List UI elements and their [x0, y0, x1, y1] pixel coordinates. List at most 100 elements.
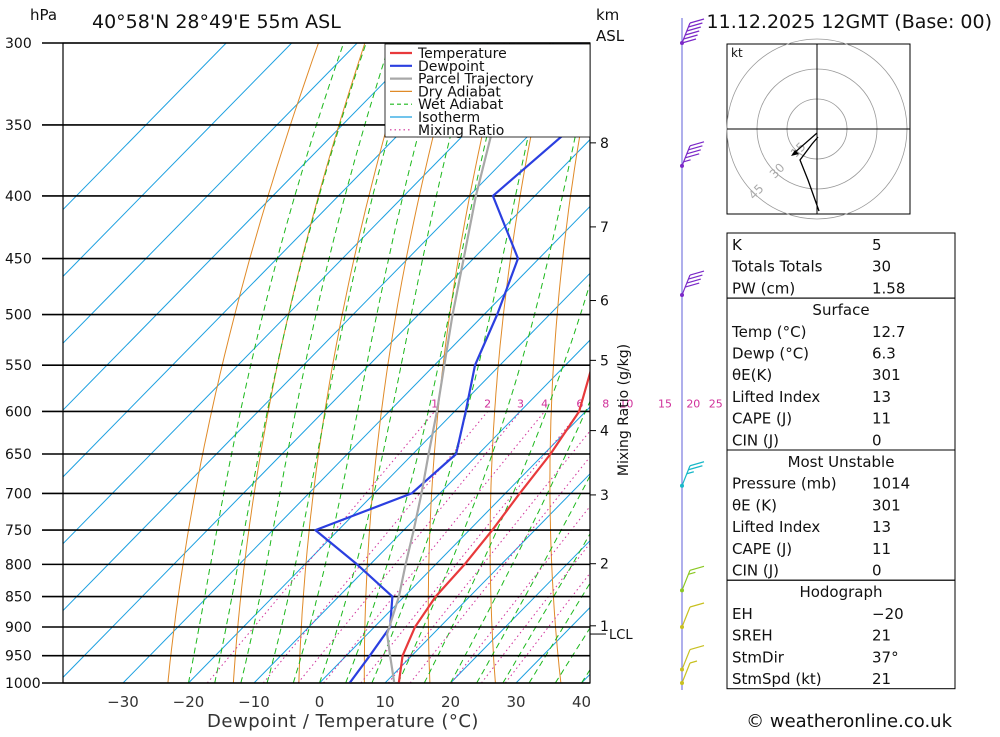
isotherm-line: [0, 43, 488, 683]
wind-barb-staff: [682, 146, 690, 166]
wind-barb-flag: [690, 142, 704, 146]
table-row-value: 1.58: [872, 279, 905, 297]
pressure-tick-label: 950: [5, 649, 32, 665]
pressure-tick-label: 500: [5, 308, 32, 324]
wet-adiabat-line: [215, 43, 366, 683]
hodograph-unit: kt: [731, 46, 743, 60]
wind-profile: [680, 18, 704, 690]
dry-adiabat-line: [490, 43, 550, 683]
table-row-label: Lifted Index: [732, 388, 820, 406]
pressure-axis: 3003504004505005506006507007508008509009…: [5, 36, 41, 692]
wind-barb-flag: [687, 150, 701, 154]
pressure-tick-label: 850: [5, 590, 32, 606]
wind-barb-flag: [682, 39, 696, 43]
unit-hpa-label: hPa: [30, 6, 57, 24]
height-tick-label: 1: [600, 619, 609, 635]
height-tick-label: 5: [600, 353, 609, 369]
table-row-label: θE (K): [732, 496, 777, 514]
table-row-value: 21: [872, 670, 891, 688]
wind-barb-flag: [690, 566, 704, 570]
wind-barb-flag: [688, 146, 702, 150]
table-row-value: 30: [872, 258, 891, 276]
location-title: 40°58'N 28°49'E 55m ASL: [92, 11, 341, 33]
table-row-label: CAPE (J): [732, 410, 792, 428]
mixing-ratio-line: [361, 412, 580, 684]
table-section-title: Surface: [812, 301, 869, 319]
table-row-value: 11: [872, 540, 891, 558]
mixing-ratio-label: 25: [709, 397, 723, 410]
height-tick-label: 6: [600, 294, 609, 310]
table-row-value: 0: [872, 431, 882, 449]
wind-barb-staff: [682, 607, 690, 627]
wind-barb-flag: [684, 35, 698, 39]
dry-adiabat-line: [969, 43, 1000, 683]
pressure-tick-label: 700: [5, 486, 32, 502]
table-row-label: PW (cm): [732, 279, 795, 297]
mixing-ratio-line: [481, 412, 693, 684]
mixing-ratio-label: 2: [484, 397, 491, 410]
temperature-tick-label: 10: [375, 693, 394, 711]
temperature-tick-label: −30: [107, 693, 139, 711]
pressure-tick-label: 400: [5, 189, 32, 205]
wet-adiabat-line: [293, 43, 443, 683]
pressure-tick-label: 450: [5, 252, 32, 268]
dry-adiabat-line: [428, 43, 504, 683]
wind-barb-flag: [690, 19, 704, 23]
pressure-tick-label: 900: [5, 620, 32, 636]
temperature-tick-label: 40: [572, 693, 591, 711]
table-row-value: 301: [872, 496, 901, 514]
table-row-value: 12.7: [872, 323, 905, 341]
table-row-label: SREH: [732, 627, 773, 645]
wind-barb-flag: [690, 462, 704, 466]
mixing-ratio-label: 3: [517, 397, 524, 410]
wind-barb-flag: [685, 31, 699, 35]
wind-barb-staff: [682, 23, 690, 43]
table-section-title: Most Unstable: [788, 453, 895, 471]
table-row-label: Dewp (°C): [732, 345, 809, 363]
isotherm-line: [0, 43, 292, 683]
km-label: km: [596, 6, 619, 24]
isobars: [42, 43, 590, 683]
wet-adiabat-line: [267, 43, 416, 683]
table-row-value: 301: [872, 366, 901, 384]
pressure-tick-label: 800: [5, 557, 32, 573]
pressure-tick-label: 600: [5, 404, 32, 420]
datetime-title: 11.12.2025 12GMT (Base: 00): [707, 11, 992, 33]
dry-adiabat-line: [233, 43, 365, 683]
isotherm-line: [0, 43, 554, 683]
wet-adiabat-line: [320, 43, 475, 683]
pressure-tick-label: 300: [5, 36, 32, 52]
mixing-ratio-label: 20: [686, 397, 700, 410]
height-tick-label: 3: [600, 488, 609, 504]
dry-adiabat-line: [921, 43, 1000, 683]
x-axis-title: Dewpoint / Temperature (°C): [207, 711, 479, 732]
legend-label: Mixing Ratio: [418, 123, 504, 139]
parcel-trajectory-line: [387, 43, 516, 690]
wet-adiabat-line: [372, 43, 550, 683]
pressure-tick-label: 1000: [5, 676, 41, 692]
table-row-value: 1014: [872, 475, 910, 493]
temperature-tick-label: −10: [238, 693, 270, 711]
table-row-label: CIN (J): [732, 431, 779, 449]
mixing-ratio-label: 4: [541, 397, 548, 410]
pressure-tick-label: 350: [5, 118, 32, 134]
copyright: © weatheronline.co.uk: [746, 711, 952, 732]
wind-barb-flag: [685, 154, 699, 158]
wind-barb-flag: [688, 466, 702, 470]
table-row-value: 5: [872, 236, 882, 254]
table-row-value: 13: [872, 388, 891, 406]
isotherm-line: [58, 43, 685, 683]
table-row-label: EH: [732, 605, 753, 623]
pressure-tick-label: 550: [5, 358, 32, 374]
mixing-ratio-label: 15: [658, 397, 672, 410]
dry-adiabat-line: [664, 43, 692, 683]
wind-barb-flag: [690, 271, 704, 275]
height-tick-label: 2: [600, 557, 609, 573]
isotherm-line: [123, 43, 750, 683]
table-row-label: Temp (°C): [731, 323, 806, 341]
wet-adiabat-line: [189, 43, 344, 683]
table-row-label: StmDir: [732, 648, 785, 666]
wind-barb-flag: [685, 283, 699, 287]
wet-adiabat-line: [398, 43, 596, 683]
